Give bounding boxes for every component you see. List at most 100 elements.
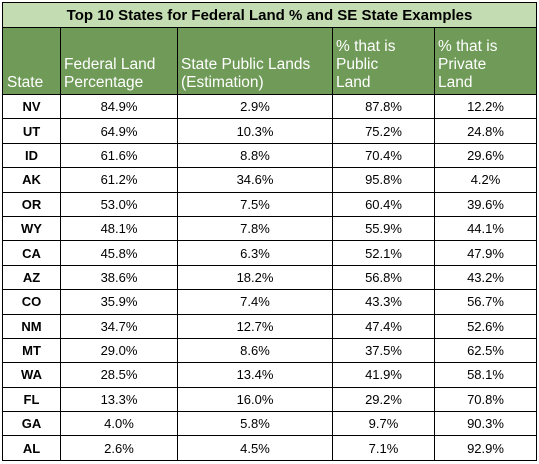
public-land-cell: 52.1% [332,240,435,266]
table-row: WY 48.1% 7.8% 55.9% 44.1% [2,215,538,242]
state-public-lands-cell: 6.3% [177,240,333,266]
private-land-cell: 70.8% [433,386,538,413]
public-land-cell: 9.7% [332,411,435,437]
private-land-cell: 44.1% [433,215,538,242]
header-line [7,56,57,74]
table-row: CO 35.9% 7.4% 43.3% 56.7% [2,289,538,315]
private-land-cell: 90.3% [433,411,538,437]
federal-land-cell: 84.9% [60,93,178,120]
state-cell: AK [2,167,61,193]
header-line: % that is [438,38,498,55]
federal-land-cell: 64.9% [60,118,178,144]
table-title: Top 10 States for Federal Land % and SE … [1,2,538,28]
table-row: NV 84.9% 2.9% 87.8% 12.2% [2,93,538,120]
state-public-lands-cell: 16.0% [177,386,333,413]
state-cell: MT [2,337,61,364]
state-public-lands-cell: 12.7% [177,313,333,339]
private-land-cell: 43.2% [433,264,538,291]
private-land-cell: 62.5% [433,337,538,364]
table-row: AZ 38.6% 18.2% 56.8% 43.2% [2,264,538,291]
table-row: FL 13.3% 16.0% 29.2% 70.8% [2,386,538,413]
state-public-lands-cell: 13.4% [177,362,333,388]
public-land-cell: 70.4% [332,142,435,169]
table-row: AL 2.6% 4.5% 7.1% 92.9% [2,435,538,461]
header-line [64,38,174,56]
table-row: ID 61.6% 8.8% 70.4% 29.6% [2,142,538,169]
header-state: State [2,27,61,95]
header-line: State [7,74,44,91]
state-public-lands-cell: 5.8% [177,411,333,437]
federal-land-cell: 48.1% [60,215,178,242]
public-land-cell: 43.3% [332,289,435,315]
table-row: GA 4.0% 5.8% 9.7% 90.3% [2,411,538,437]
state-cell: AL [2,435,61,461]
private-land-cell: 4.2% [433,167,538,193]
table-row: AK 61.2% 34.6% 95.8% 4.2% [2,167,538,193]
state-cell: CO [2,289,61,315]
private-land-cell: 12.2% [433,93,538,120]
state-public-lands-cell: 18.2% [177,264,333,291]
private-land-cell: 24.8% [433,118,538,144]
header-line: Percentage [64,74,144,91]
state-public-lands-cell: 8.8% [177,142,333,169]
federal-land-cell: 13.3% [60,386,178,413]
private-land-cell: 58.1% [433,362,538,388]
header-line: (Estimation) [181,74,264,91]
header-line: Private [438,56,487,73]
table-row: NM 34.7% 12.7% 47.4% 52.6% [2,313,538,339]
state-public-lands-cell: 7.8% [177,215,333,242]
state-cell: CA [2,240,61,266]
state-public-lands-cell: 7.4% [177,289,333,315]
table-row: WA 28.5% 13.4% 41.9% 58.1% [2,362,538,388]
state-cell: ID [2,142,61,169]
private-land-cell: 92.9% [433,435,538,461]
federal-land-cell: 45.8% [60,240,178,266]
header-line [181,38,329,56]
state-cell: WY [2,215,61,242]
federal-land-cell: 61.6% [60,142,178,169]
public-land-cell: 87.8% [332,93,435,120]
header-row: State Federal Land Percentage State Publ… [2,27,538,95]
header-line: Federal Land [64,56,156,73]
header-federal-land-percentage: Federal Land Percentage [60,27,178,95]
federal-land-cell: 34.7% [60,313,178,339]
header-line: Land [336,74,371,91]
state-cell: GA [2,411,61,437]
federal-land-cell: 2.6% [60,435,178,461]
header-state-public-lands: State Public Lands (Estimation) [177,27,333,95]
public-land-cell: 56.8% [332,264,435,291]
private-land-cell: 39.6% [433,191,538,217]
header-line: State Public Lands [181,56,311,73]
public-land-cell: 29.2% [332,386,435,413]
header-line [7,38,57,56]
federal-land-cell: 61.2% [60,167,178,193]
private-land-cell: 56.7% [433,289,538,315]
state-public-lands-cell: 10.3% [177,118,333,144]
table-row: UT 64.9% 10.3% 75.2% 24.8% [2,118,538,144]
table-row: MT 29.0% 8.6% 37.5% 62.5% [2,337,538,364]
public-land-cell: 47.4% [332,313,435,339]
private-land-cell: 47.9% [433,240,538,266]
federal-land-cell: 4.0% [60,411,178,437]
public-land-cell: 75.2% [332,118,435,144]
public-land-cell: 37.5% [332,337,435,364]
federal-land-cell: 28.5% [60,362,178,388]
header-line: % that is [336,38,396,55]
header-percent-private-land: % that is Private Land [433,27,538,95]
table-row: OR 53.0% 7.5% 60.4% 39.6% [2,191,538,217]
federal-land-cell: 29.0% [60,337,178,364]
header-line: Land [438,74,473,91]
private-land-cell: 52.6% [433,313,538,339]
state-public-lands-cell: 8.6% [177,337,333,364]
state-cell: NM [2,313,61,339]
state-cell: FL [2,386,61,413]
header-percent-public-land: % that is Public Land [332,27,435,95]
state-cell: OR [2,191,61,217]
state-public-lands-cell: 34.6% [177,167,333,193]
federal-land-cell: 53.0% [60,191,178,217]
title-row: Top 10 States for Federal Land % and SE … [1,2,538,28]
table-row: CA 45.8% 6.3% 52.1% 47.9% [2,240,538,266]
state-public-lands-cell: 4.5% [177,435,333,461]
